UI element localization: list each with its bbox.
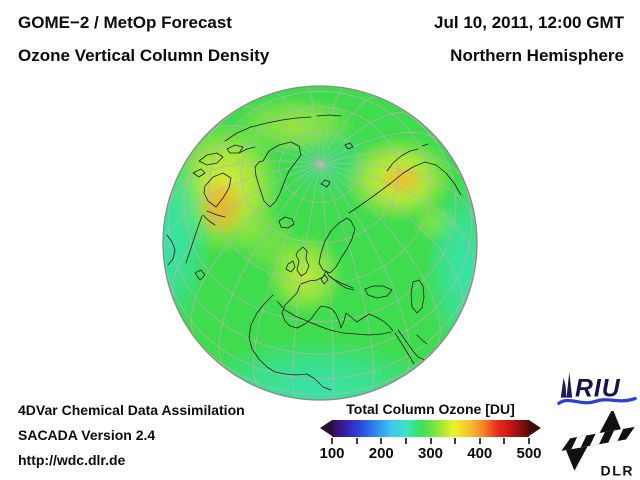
globe <box>162 85 478 401</box>
colorbar-tick-mark <box>478 438 481 444</box>
colorbar-tick-mark <box>380 438 383 444</box>
header-left: GOME−2 / MetOp Forecast Ozone Vertical C… <box>18 13 269 66</box>
colorbar-tick-mark <box>404 438 407 444</box>
cathedral-icon <box>560 371 573 398</box>
colorbar-tick-mark <box>331 438 333 444</box>
riu-logo-graphic: RIU <box>557 371 637 405</box>
colorbar-title: Total Column Ozone [DU] <box>346 401 515 417</box>
colorbar-tick-label: 500 <box>516 445 542 462</box>
footer-credits: 4DVar Chemical Data Assimilation SACADA … <box>18 398 245 473</box>
colorbar-gradient <box>332 420 529 437</box>
product-title: GOME−2 / MetOp Forecast <box>18 13 232 32</box>
colorbar-tick-label: 100 <box>319 445 345 462</box>
riu-wave-icon <box>557 396 637 405</box>
colorbar-arrow-right <box>529 420 541 436</box>
coastlines <box>166 114 462 391</box>
colorbar-tick-mark <box>429 438 432 444</box>
dlr-logo: DLR <box>560 408 638 479</box>
product-subtitle: Ozone Vertical Column Density <box>18 46 270 65</box>
colorbar <box>320 420 541 437</box>
datetime-label: Jul 10, 2011, 12:00 GMT <box>434 13 624 32</box>
dlr-emblem-icon <box>561 408 635 471</box>
colorbar-ticks <box>331 438 530 444</box>
version-label: SACADA Version 2.4 <box>18 427 156 443</box>
colorbar-tick-mark <box>355 438 358 444</box>
dlr-text: DLR <box>601 462 635 478</box>
globe-outline <box>162 85 478 401</box>
colorbar-arrow-left <box>320 420 332 436</box>
colorbar-labels: 100 200 300 400 500 <box>319 445 541 463</box>
header-right: Jul 10, 2011, 12:00 GMT Northern Hemisph… <box>434 13 624 66</box>
dlr-logo-graphic: DLR <box>561 408 635 478</box>
colorbar-tick-mark <box>454 438 457 444</box>
colorbar-tick-mark <box>503 438 506 444</box>
colorbar-tick-label: 400 <box>467 445 493 462</box>
colorbar-tick-label: 300 <box>417 445 444 462</box>
url-label: http://wdc.dlr.de <box>18 452 126 468</box>
riu-logo: RIU <box>556 369 638 411</box>
globe-field <box>163 86 477 400</box>
colorbar-tick-mark <box>528 438 530 444</box>
assimilation-label: 4DVar Chemical Data Assimilation <box>18 402 245 418</box>
colorbar-tick-label: 200 <box>368 445 394 462</box>
hemisphere-label: Northern Hemisphere <box>450 46 624 65</box>
riu-text: RIU <box>575 376 621 403</box>
